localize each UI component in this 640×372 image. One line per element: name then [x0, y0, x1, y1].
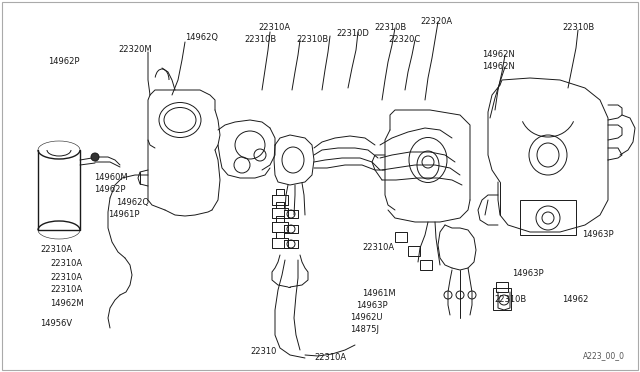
Text: 14875J: 14875J	[350, 326, 379, 334]
Text: 22310B: 22310B	[296, 35, 328, 44]
Text: 14961P: 14961P	[108, 209, 140, 218]
Text: 22310B: 22310B	[244, 35, 276, 44]
Text: 14962Q: 14962Q	[185, 32, 218, 42]
Bar	[520, 200, 576, 235]
Text: 22310B: 22310B	[374, 22, 406, 32]
Text: 22310B: 22310B	[494, 295, 526, 305]
Text: 14962N: 14962N	[482, 49, 515, 58]
Text: 14962: 14962	[562, 295, 588, 305]
Text: 22310A: 22310A	[362, 243, 394, 251]
Bar	[493, 288, 511, 310]
Text: 22310A: 22310A	[258, 22, 290, 32]
Text: A223_00_0: A223_00_0	[583, 351, 625, 360]
Text: 22310D: 22310D	[336, 29, 369, 38]
Text: 14961M: 14961M	[362, 289, 396, 298]
Text: 14963P: 14963P	[356, 301, 388, 311]
Bar	[408, 246, 420, 256]
Bar	[395, 232, 407, 242]
Text: 22310A: 22310A	[40, 244, 72, 253]
Text: 14962P: 14962P	[48, 57, 79, 65]
Text: 14963P: 14963P	[582, 230, 614, 238]
Text: 14962U: 14962U	[350, 314, 383, 323]
Text: 14960M: 14960M	[94, 173, 127, 182]
Text: 22310: 22310	[250, 346, 276, 356]
Text: 22320C: 22320C	[388, 35, 420, 44]
Bar	[420, 260, 432, 270]
Text: 22320M: 22320M	[118, 45, 152, 54]
Text: 14962Q: 14962Q	[116, 198, 149, 206]
Text: 14962P: 14962P	[94, 185, 125, 193]
Text: 22310B: 22310B	[562, 22, 595, 32]
Bar	[496, 282, 508, 292]
Text: 22310A: 22310A	[50, 260, 82, 269]
Text: 14956V: 14956V	[40, 320, 72, 328]
Text: 22310A: 22310A	[50, 273, 82, 282]
Text: 22310A: 22310A	[314, 353, 346, 362]
Text: 14963P: 14963P	[512, 269, 543, 279]
Text: 22320A: 22320A	[420, 16, 452, 26]
Text: 22310A: 22310A	[50, 285, 82, 295]
Text: 14962M: 14962M	[50, 298, 84, 308]
Text: 14962N: 14962N	[482, 61, 515, 71]
Circle shape	[91, 153, 99, 161]
